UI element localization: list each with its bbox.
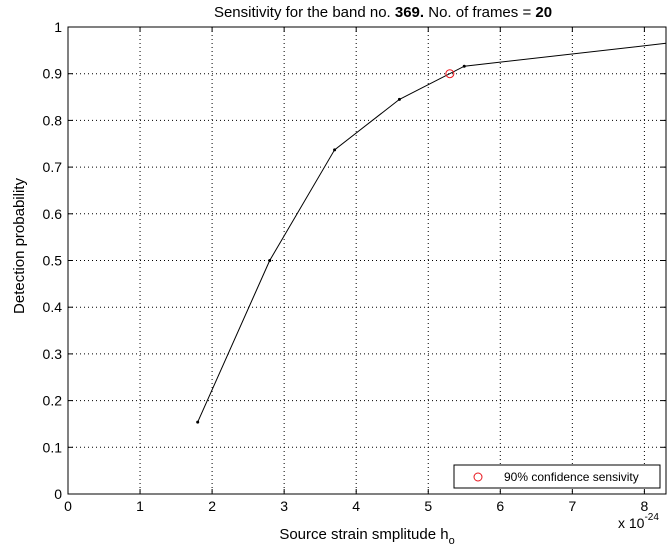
legend-label: 90% confidence sensivity (504, 470, 639, 484)
x-tick-label: 5 (424, 498, 432, 514)
data-point (196, 420, 200, 424)
y-tick-label: 0 (54, 486, 62, 502)
x-tick-label: 1 (136, 498, 144, 514)
y-tick-label: 0.8 (43, 112, 63, 128)
y-tick-label: 0.2 (43, 393, 63, 409)
plot-frame (67, 26, 667, 495)
y-tick-labels: 0 0.1 0.2 0.3 0.4 0.5 0.6 0.7 0.8 0.9 1 (43, 19, 63, 502)
y-tick-label: 0.3 (43, 346, 63, 362)
marker-layer (445, 69, 455, 79)
x-tick-label: 6 (496, 498, 504, 514)
y-axis-label: Detection probability (11, 178, 28, 314)
legend: 90% confidence sensivity (453, 464, 661, 489)
legend-marker-icon (473, 472, 483, 482)
y-tick-label: 1 (54, 19, 62, 35)
chart-title: Sensitivity for the band no. 369. No. of… (214, 4, 552, 21)
series-line (197, 42, 667, 423)
x-tick-labels: 0 1 2 3 4 5 6 7 8 (64, 498, 648, 514)
data-point (268, 259, 272, 262)
x-tick-label: 7 (568, 498, 576, 514)
x-tick-label: 8 (640, 498, 648, 514)
x-tick-label: 3 (280, 498, 288, 514)
data-point (462, 64, 466, 68)
data-point (397, 97, 401, 101)
y-tick-label: 0.7 (43, 159, 63, 175)
confidence-marker (445, 69, 455, 79)
y-tick-label: 0.4 (43, 299, 63, 315)
y-tick-label: 0.9 (43, 66, 63, 82)
x-axis-exponent: x 10-24 (618, 512, 659, 531)
series-layer (196, 42, 667, 424)
x-tick-label: 0 (64, 498, 72, 514)
x-tick-label: 4 (352, 498, 360, 514)
x-axis-label: Source strain smplitude ho (279, 526, 454, 547)
x-tick-label: 2 (208, 498, 216, 514)
legend-box (453, 464, 661, 489)
data-point (333, 148, 337, 152)
y-tick-label: 0.6 (43, 206, 63, 222)
y-tick-label: 0.5 (43, 253, 63, 269)
y-tick-label: 0.1 (43, 439, 63, 455)
